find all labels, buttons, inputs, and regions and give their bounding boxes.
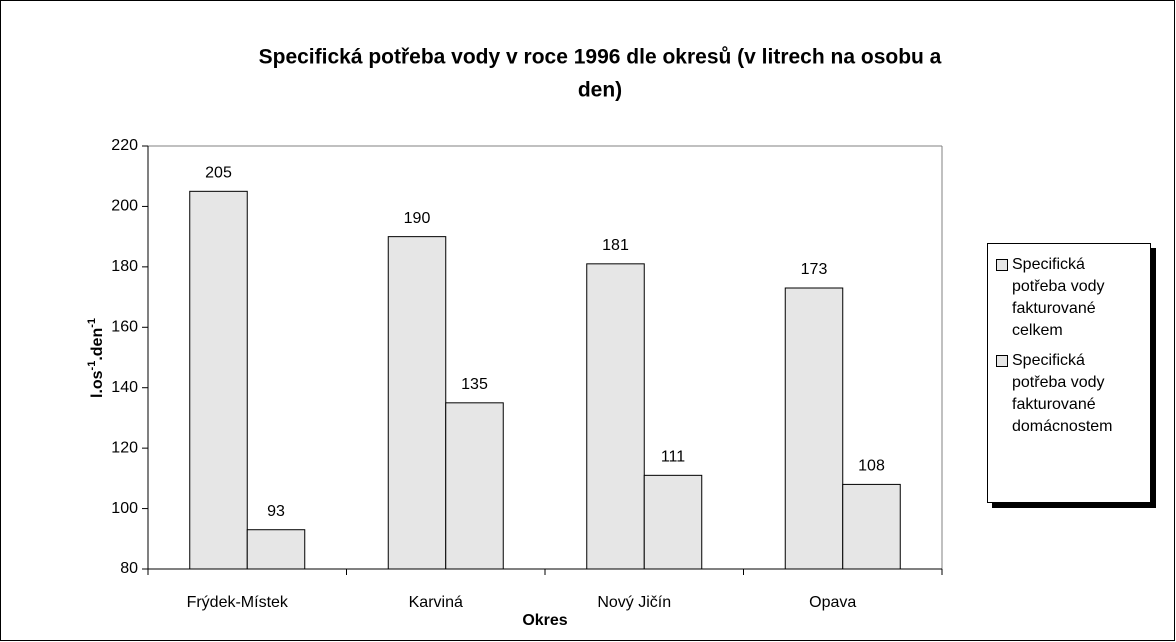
legend-label: Specifická potřeba vody fakturované domá…: [1012, 352, 1113, 435]
label-part: .den: [89, 328, 106, 361]
y-tick-label: 200: [111, 198, 138, 215]
legend-swatch: [996, 259, 1008, 271]
bar: [842, 483, 901, 570]
y-tick-label: 120: [111, 439, 138, 456]
label-part: l.os: [89, 370, 106, 398]
x-tick-label: Nový Jičín: [597, 594, 671, 611]
legend-entry: Specifická potřeba vody fakturované celk…: [996, 254, 1142, 342]
x-tick-label: Opava: [809, 594, 856, 611]
bar: [246, 529, 306, 570]
superscript: -1: [86, 318, 98, 328]
x-tick-label: Karviná: [409, 594, 463, 611]
value-label: 135: [461, 376, 488, 393]
x-axis-title: Okres: [522, 612, 567, 629]
value-label: 181: [602, 237, 629, 254]
bar: [387, 236, 447, 570]
y-axis-title: l.os-1.den-1: [86, 318, 106, 398]
value-label: 205: [205, 165, 232, 182]
superscript: -1: [86, 361, 98, 371]
y-tick-label: 220: [111, 137, 138, 154]
legend-label: Specifická potřeba vody fakturované celk…: [1012, 256, 1105, 339]
legend: Specifická potřeba vody fakturované celk…: [987, 243, 1151, 503]
value-label: 111: [661, 449, 685, 466]
y-tick-label: 80: [120, 560, 138, 577]
bar: [784, 287, 844, 570]
value-label: 190: [404, 210, 431, 227]
y-tick-label: 140: [111, 379, 138, 396]
y-tick-label: 160: [111, 319, 138, 336]
x-tick-label: Frýdek-Místek: [187, 594, 289, 611]
value-label: 173: [801, 261, 828, 278]
bar: [643, 474, 703, 570]
bar: [189, 190, 248, 570]
bar: [586, 263, 645, 570]
y-tick-label: 180: [111, 258, 138, 275]
value-label: 108: [858, 458, 885, 475]
chart-title: Specifická potřeba vody v roce 1996 dle …: [259, 46, 942, 69]
bar: [445, 402, 504, 570]
chart-title: den): [578, 79, 622, 102]
legend-entry: Specifická potřeba vody fakturované domá…: [996, 350, 1142, 438]
value-label: 93: [267, 503, 285, 520]
legend-swatch: [996, 355, 1008, 367]
y-tick-label: 100: [111, 500, 138, 517]
